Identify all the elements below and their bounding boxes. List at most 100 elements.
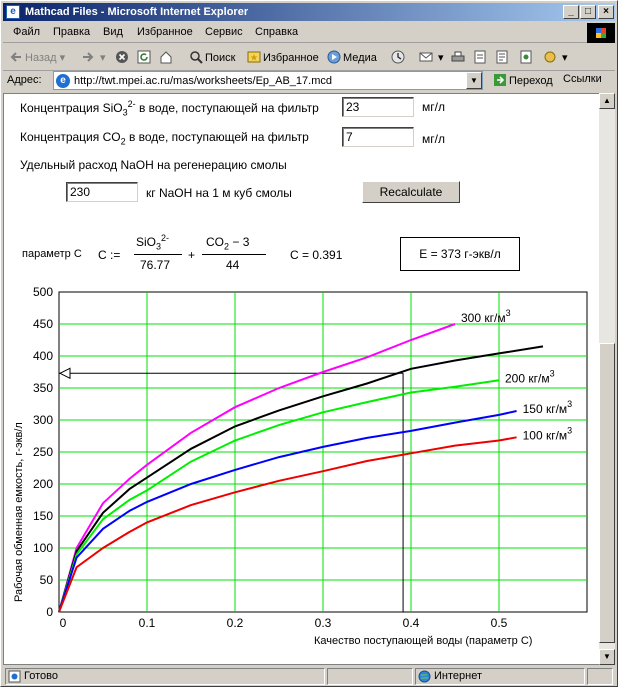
series-line-2: [58, 379, 500, 613]
series-label-3: 150 кг/м3: [523, 399, 573, 416]
discuss-button[interactable]: [495, 50, 511, 64]
series-line-3: [58, 410, 517, 613]
y-tick-label: 350: [33, 381, 53, 395]
x-tick-label: 0.1: [139, 616, 156, 630]
status-empty-panel-1: [327, 668, 413, 685]
series-label-0: 300 кг/м3: [461, 308, 511, 325]
naoh-unit: кг NaOH на 1 м куб смолы: [146, 186, 292, 200]
vertical-scrollbar[interactable]: ▲ ▼: [599, 93, 615, 665]
address-label: Адрес:: [7, 74, 42, 86]
series-line-0: [58, 323, 456, 613]
messenger-icon: [520, 50, 532, 64]
messenger-button[interactable]: [519, 50, 535, 64]
go-arrow-icon: [494, 74, 506, 86]
back-label: Назад: [25, 52, 57, 64]
menu-view[interactable]: Вид: [103, 26, 123, 38]
co2-input[interactable]: 7: [342, 127, 414, 147]
x-tick-label: 0.2: [227, 616, 244, 630]
research-button[interactable]: ▾: [543, 50, 568, 64]
co2-label: Концентрация CO2 в воде, поступающей на …: [20, 130, 309, 147]
x-tick-label: 0.5: [491, 616, 508, 630]
stop-icon: [116, 51, 128, 63]
status-zone-panel: Интернет: [415, 668, 585, 685]
address-input[interactable]: e http://twt.mpei.ac.ru/mas/worksheets/E…: [53, 71, 483, 90]
formula-denominator-2: 44: [226, 258, 240, 272]
history-icon: [391, 50, 405, 64]
scroll-down-button[interactable]: ▼: [599, 649, 615, 665]
resize-grip[interactable]: [587, 668, 613, 685]
sio3-input[interactable]: 23: [342, 97, 414, 117]
y-tick-label: 300: [33, 413, 53, 427]
address-dropdown-button[interactable]: ▼: [466, 72, 482, 89]
forward-arrow-icon: [83, 52, 94, 62]
search-label: Поиск: [205, 52, 236, 64]
back-button[interactable]: Назад ▾: [9, 50, 65, 64]
forward-button[interactable]: ▾: [81, 50, 106, 64]
window-title: Mathcad Files - Microsoft Internet Explo…: [25, 6, 249, 18]
page-status-icon: [8, 670, 21, 683]
mail-button[interactable]: ▾: [419, 50, 444, 64]
y-tick-label: 200: [33, 477, 53, 491]
menu-favorites[interactable]: Избранное: [137, 26, 193, 38]
maximize-button[interactable]: □: [580, 5, 596, 19]
go-button[interactable]: Переход: [493, 73, 553, 87]
refresh-button[interactable]: [137, 50, 153, 64]
windows-logo-icon: [587, 23, 615, 43]
links-button[interactable]: Ссылки: [563, 73, 602, 85]
sio3-unit: мг/л: [422, 100, 445, 114]
series-label-2: 200 кг/м3: [505, 368, 555, 385]
menu-file[interactable]: Файл: [13, 26, 41, 38]
scroll-up-button[interactable]: ▲: [599, 93, 615, 109]
co2-unit: мг/л: [422, 132, 445, 146]
search-button[interactable]: Поиск: [189, 50, 235, 64]
media-icon: [327, 50, 341, 64]
stop-button[interactable]: [115, 50, 131, 64]
x-axis-label: Качество поступающей воды (параметр С): [314, 635, 532, 647]
x-tick-label: 0: [60, 616, 67, 630]
edit-icon: [474, 50, 486, 64]
recalculate-button[interactable]: Recalculate: [362, 181, 460, 203]
formula-denominator-1: 76.77: [140, 258, 171, 272]
y-tick-label: 500: [33, 285, 53, 299]
capacity-chart: 0 50 100 150 200 250 300 350 400 450 500 0 0.1 0.2 0.3…: [13, 285, 588, 647]
y-tick-label: 0: [46, 605, 53, 619]
naoh-input[interactable]: 230: [66, 182, 138, 202]
title-bar: e Mathcad Files - Microsoft Internet Exp…: [3, 3, 615, 21]
discuss-icon: [496, 50, 508, 64]
close-button[interactable]: ×: [598, 5, 614, 19]
formula-numerator-2: CO2 − 3: [206, 235, 250, 252]
back-arrow-icon: [10, 52, 21, 62]
formula-lhs: C :=: [98, 248, 121, 262]
print-button[interactable]: [451, 50, 467, 64]
formula-plus: +: [188, 248, 196, 262]
y-tick-label: 450: [33, 317, 53, 331]
favorites-button[interactable]: Избранное: [247, 50, 319, 64]
e-result-box: E = 373 г-экв/л: [400, 237, 520, 271]
y-tick-label: 100: [33, 541, 53, 555]
page-icon: e: [56, 74, 70, 88]
history-button[interactable]: [391, 50, 407, 64]
y-tick-label: 250: [33, 445, 53, 459]
y-tick-label: 400: [33, 349, 53, 363]
y-axis-label: Рабочая обменная емкость, г-экв/л: [13, 422, 25, 602]
menu-edit[interactable]: Правка: [53, 26, 91, 38]
home-button[interactable]: [159, 50, 175, 64]
menu-help[interactable]: Справка: [255, 26, 299, 38]
minimize-button[interactable]: _: [563, 5, 579, 19]
c-result: C = 0.391: [290, 248, 343, 262]
toolbar: Назад ▾ ▾ Поиск Избранное Медиа ▾: [3, 45, 615, 71]
fraction-bar-1: [134, 254, 182, 255]
menu-tools[interactable]: Сервис: [205, 26, 243, 38]
home-icon: [160, 51, 172, 64]
x-tick-label: 0.3: [315, 616, 332, 630]
scroll-thumb[interactable]: [599, 343, 615, 643]
zone-text: Интернет: [434, 670, 482, 682]
edit-button[interactable]: [473, 50, 489, 64]
address-url: http://twt.mpei.ac.ru/mas/worksheets/Ep_…: [74, 75, 333, 87]
print-icon: [451, 51, 465, 62]
media-button[interactable]: Медиа: [327, 50, 377, 64]
formula-numerator-1: SiO32-: [136, 233, 170, 252]
status-text: Готово: [24, 670, 58, 682]
menu-bar: Файл Правка Вид Избранное Сервис Справка: [3, 23, 615, 43]
